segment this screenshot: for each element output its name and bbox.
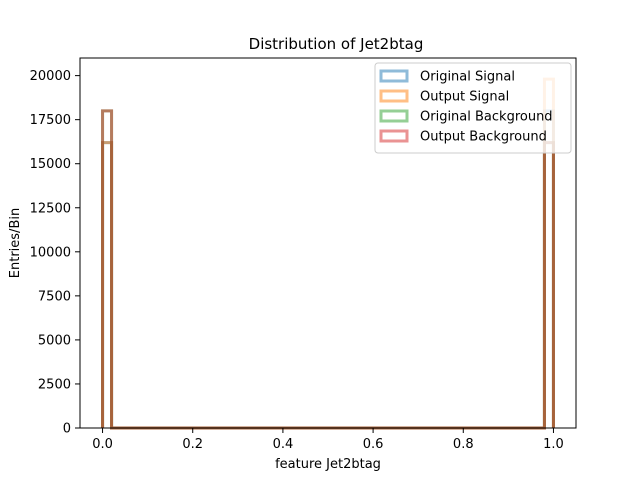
y-tick-label: 10000 [30,245,71,260]
series-outline-4 [101,109,555,430]
y-axis-ticks: 0 2500 5000 7500 10000 12500 15000 17500 20000 [30,69,80,437]
y-tick-label: 15000 [30,157,71,172]
x-tick-label: 0.0 [92,437,113,452]
x-tick-label: 0.4 [273,437,294,452]
y-tick-label: 12500 [30,201,71,216]
y-axis-label: Entries/Bin [8,208,23,278]
legend-label: Output Signal [420,90,509,105]
legend-swatch [379,109,409,123]
x-axis-label: feature Jet2btag [275,457,381,472]
x-tick-label: 0.2 [182,437,203,452]
y-tick-label: 20000 [30,69,71,84]
legend-swatch [379,89,409,103]
legend-label: Output Background [420,130,547,145]
legend-box [374,62,572,154]
legend-swatch [379,69,409,83]
y-tick-label: 17500 [30,113,71,128]
x-tick-label: 0.6 [363,437,384,452]
y-tick-label: 2500 [38,377,71,392]
y-tick-label: 0 [63,422,71,437]
y-tick-label: 7500 [38,289,71,304]
x-tick-label: 1.0 [543,437,564,452]
legend-swatch [379,129,409,143]
series-outline-1 [101,109,555,430]
plot-frame [79,57,577,429]
y-tick-label: 5000 [38,333,71,348]
legend: Original Signal Output Signal Original Bac… [374,62,572,154]
legend-label: Original Background [420,110,553,125]
x-axis-ticks: 0.0 0.2 0.4 0.6 0.8 1.0 [92,428,564,452]
legend-label: Original Signal [420,70,515,85]
x-tick-label: 0.8 [453,437,474,452]
series-outline-3 [101,109,555,430]
chart-title: Distribution of Jet2btag [249,35,424,53]
